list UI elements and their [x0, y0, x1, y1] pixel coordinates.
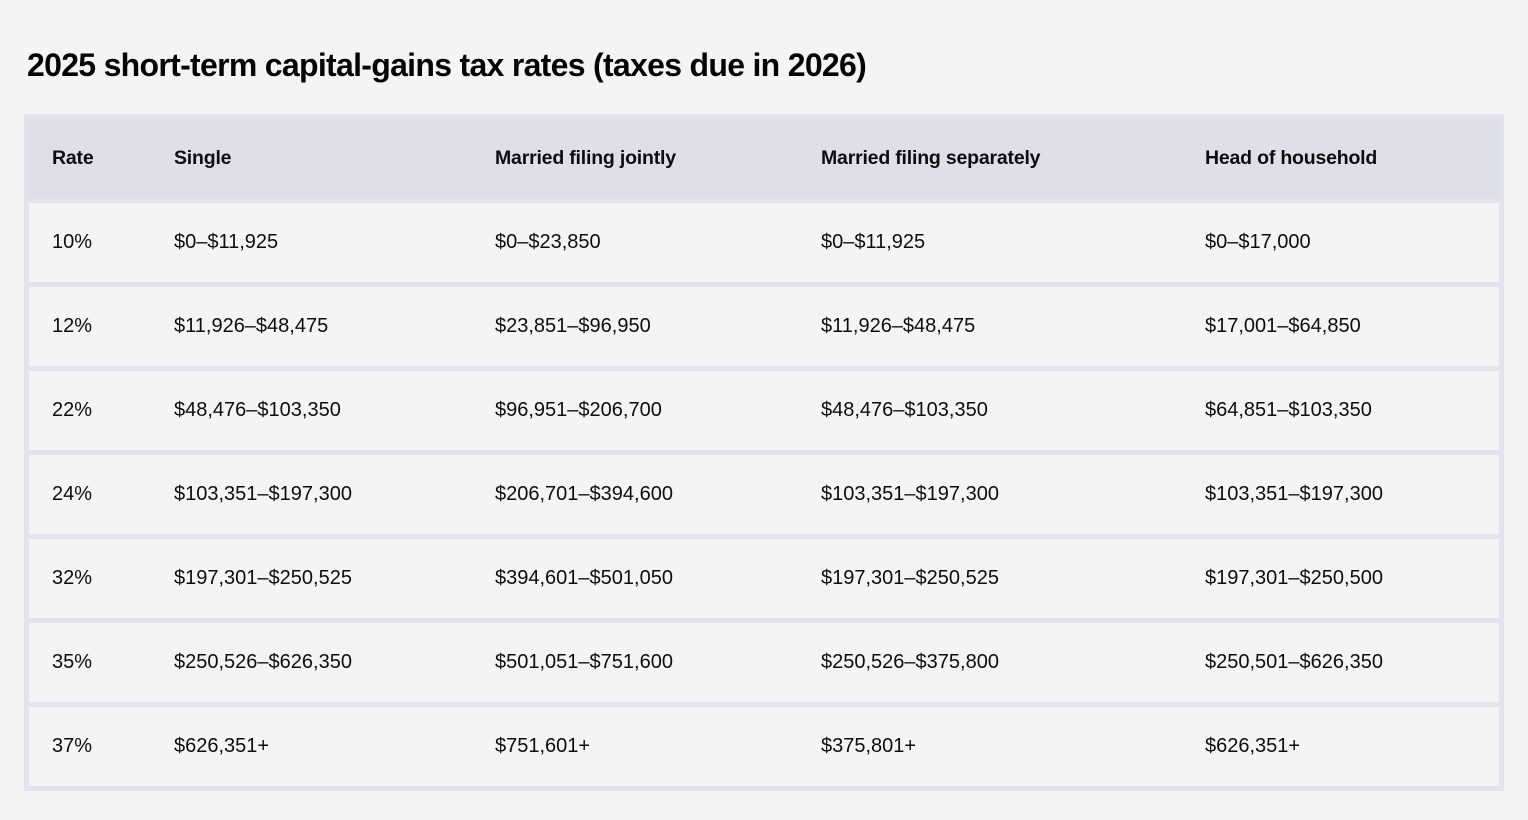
rate-cell: 12%	[52, 315, 93, 337]
page-title: 2025 short-term capital-gains tax rates …	[27, 47, 867, 84]
married-jointly-cell: $751,601+	[495, 735, 591, 757]
married-separately-cell: $375,801+	[821, 735, 917, 757]
married-separately-cell: $11,926–$48,475	[821, 315, 976, 337]
single-cell: $0–$11,925	[174, 231, 279, 253]
header-head-of-household: Head of household	[1205, 147, 1378, 169]
married-jointly-cell: $0–$23,850	[495, 231, 601, 253]
table-row: 24% $103,351–$197,300 $206,701–$394,600 …	[29, 450, 1499, 534]
rate-cell: 10%	[52, 231, 93, 253]
head-of-household-cell: $64,851–$103,350	[1205, 399, 1372, 421]
married-jointly-cell: $206,701–$394,600	[495, 483, 673, 505]
head-of-household-cell: $17,001–$64,850	[1205, 315, 1361, 337]
head-of-household-cell: $626,351+	[1205, 735, 1301, 757]
head-of-household-cell: $250,501–$626,350	[1205, 651, 1383, 673]
married-jointly-cell: $501,051–$751,600	[495, 651, 673, 673]
single-cell: $11,926–$48,475	[174, 315, 329, 337]
table-row: 37% $626,351+ $751,601+ $375,801+ $626,3…	[29, 702, 1499, 786]
table-row: 35% $250,526–$626,350 $501,051–$751,600 …	[29, 618, 1499, 702]
head-of-household-cell: $197,301–$250,500	[1205, 567, 1383, 589]
table-row: 12% $11,926–$48,475 $23,851–$96,950 $11,…	[29, 282, 1499, 366]
married-separately-cell: $250,526–$375,800	[821, 651, 999, 673]
header-married-separately: Married filing separately	[821, 147, 1041, 169]
rate-cell: 35%	[52, 651, 93, 673]
rate-cell: 22%	[52, 399, 93, 421]
married-jointly-cell: $23,851–$96,950	[495, 315, 651, 337]
single-cell: $48,476–$103,350	[174, 399, 341, 421]
table-header-row: Rate Single Married filing jointly Marri…	[29, 119, 1499, 198]
married-separately-cell: $197,301–$250,525	[821, 567, 999, 589]
table-row: 10% $0–$11,925 $0–$23,850 $0–$11,925 $0–…	[29, 198, 1499, 282]
tax-rate-table: Rate Single Married filing jointly Marri…	[24, 114, 1504, 791]
rate-cell: 37%	[52, 735, 93, 757]
table-row: 22% $48,476–$103,350 $96,951–$206,700 $4…	[29, 366, 1499, 450]
single-cell: $250,526–$626,350	[174, 651, 352, 673]
married-separately-cell: $0–$11,925	[821, 231, 926, 253]
header-rate: Rate	[52, 147, 94, 169]
header-single: Single	[174, 147, 232, 169]
single-cell: $103,351–$197,300	[174, 483, 352, 505]
married-jointly-cell: $96,951–$206,700	[495, 399, 662, 421]
header-married-jointly: Married filing jointly	[495, 147, 676, 169]
rate-cell: 32%	[52, 567, 93, 589]
head-of-household-cell: $103,351–$197,300	[1205, 483, 1383, 505]
rate-cell: 24%	[52, 483, 93, 505]
married-jointly-cell: $394,601–$501,050	[495, 567, 673, 589]
head-of-household-cell: $0–$17,000	[1205, 231, 1311, 253]
married-separately-cell: $48,476–$103,350	[821, 399, 988, 421]
single-cell: $197,301–$250,525	[174, 567, 352, 589]
married-separately-cell: $103,351–$197,300	[821, 483, 999, 505]
single-cell: $626,351+	[174, 735, 270, 757]
table-row: 32% $197,301–$250,525 $394,601–$501,050 …	[29, 534, 1499, 618]
